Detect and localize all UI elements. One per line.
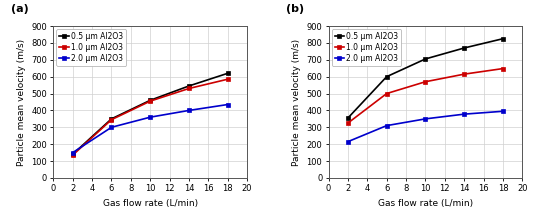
2.0 μm Al2O3 [383, 124, 390, 127]
Line: 1.0 μm Al2O3: 1.0 μm Al2O3 [70, 77, 230, 158]
Line: 2.0 μm Al2O3: 2.0 μm Al2O3 [70, 102, 230, 155]
2.0 μm Al2O3 [147, 116, 154, 118]
Line: 0.5 μm Al2O3: 0.5 μm Al2O3 [345, 36, 505, 120]
0.5 μm Al2O3 [461, 47, 467, 49]
1.0 μm Al2O3 [186, 87, 192, 90]
Text: (b): (b) [286, 4, 304, 14]
2.0 μm Al2O3 [422, 118, 429, 120]
Text: (a): (a) [11, 4, 28, 14]
0.5 μm Al2O3 [147, 99, 154, 102]
2.0 μm Al2O3 [224, 103, 231, 106]
0.5 μm Al2O3 [383, 75, 390, 78]
0.5 μm Al2O3 [108, 118, 115, 120]
Line: 0.5 μm Al2O3: 0.5 μm Al2O3 [70, 71, 230, 157]
Line: 2.0 μm Al2O3: 2.0 μm Al2O3 [345, 109, 505, 144]
1.0 μm Al2O3 [422, 81, 429, 83]
2.0 μm Al2O3 [69, 151, 76, 154]
1.0 μm Al2O3 [500, 67, 506, 70]
0.5 μm Al2O3 [422, 58, 429, 60]
Legend: 0.5 μm Al2O3, 1.0 μm Al2O3, 2.0 μm Al2O3: 0.5 μm Al2O3, 1.0 μm Al2O3, 2.0 μm Al2O3 [56, 29, 126, 66]
1.0 μm Al2O3 [224, 78, 231, 81]
Y-axis label: Particle mean velocity (m/s): Particle mean velocity (m/s) [292, 38, 301, 166]
0.5 μm Al2O3 [224, 72, 231, 75]
2.0 μm Al2O3 [345, 140, 351, 143]
X-axis label: Gas flow rate (L/min): Gas flow rate (L/min) [103, 199, 198, 208]
Line: 1.0 μm Al2O3: 1.0 μm Al2O3 [345, 66, 505, 125]
Y-axis label: Particle mean velocity (m/s): Particle mean velocity (m/s) [17, 38, 26, 166]
0.5 μm Al2O3 [69, 153, 76, 156]
1.0 μm Al2O3 [345, 122, 351, 124]
0.5 μm Al2O3 [500, 37, 506, 40]
1.0 μm Al2O3 [383, 92, 390, 95]
1.0 μm Al2O3 [147, 100, 154, 102]
Legend: 0.5 μm Al2O3, 1.0 μm Al2O3, 2.0 μm Al2O3: 0.5 μm Al2O3, 1.0 μm Al2O3, 2.0 μm Al2O3 [332, 29, 401, 66]
2.0 μm Al2O3 [500, 110, 506, 113]
1.0 μm Al2O3 [108, 118, 115, 121]
2.0 μm Al2O3 [461, 113, 467, 115]
X-axis label: Gas flow rate (L/min): Gas flow rate (L/min) [378, 199, 473, 208]
1.0 μm Al2O3 [461, 73, 467, 76]
0.5 μm Al2O3 [345, 117, 351, 119]
0.5 μm Al2O3 [186, 85, 192, 87]
2.0 μm Al2O3 [186, 109, 192, 112]
2.0 μm Al2O3 [108, 126, 115, 129]
1.0 μm Al2O3 [69, 154, 76, 156]
